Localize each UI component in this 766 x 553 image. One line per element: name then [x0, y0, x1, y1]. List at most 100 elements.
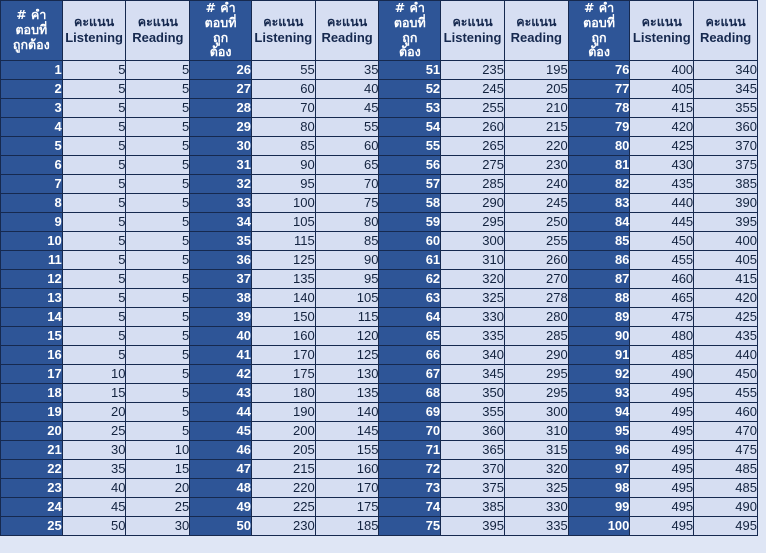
cell-correct-answers: 57 [378, 174, 442, 194]
table-row: 4 5 5 29 80 55 54 260 215 79 420 360 [0, 117, 758, 137]
cell-listening-score: 5 [61, 231, 127, 251]
cell-reading-score: 5 [125, 269, 191, 289]
cell-listening-score: 80 [250, 117, 316, 137]
cell-reading-score: 145 [314, 421, 380, 441]
cell-reading-score: 375 [693, 155, 758, 175]
cell-listening-score: 475 [629, 307, 695, 327]
cell-correct-answers: 44 [189, 402, 252, 422]
cell-reading-score: 245 [503, 193, 569, 213]
cell-correct-answers: 81 [567, 155, 631, 175]
cell-listening-score: 255 [440, 98, 505, 118]
cell-correct-answers: 74 [378, 497, 442, 517]
header-reading-2: คะแนน Reading [314, 0, 380, 61]
cell-reading-score: 160 [314, 459, 380, 479]
cell-reading-score: 425 [693, 307, 758, 327]
cell-reading-score: 345 [693, 79, 758, 99]
cell-correct-answers: 40 [189, 326, 252, 346]
cell-listening-score: 140 [250, 288, 316, 308]
cell-correct-answers: 35 [189, 231, 252, 251]
header-reading-line: Reading [321, 30, 373, 46]
cell-listening-score: 285 [440, 174, 505, 194]
table-row: 2 5 5 27 60 40 52 245 205 77 405 345 [0, 79, 758, 99]
cell-listening-score: 495 [629, 383, 695, 403]
table-row: 21 30 10 46 205 155 71 365 315 96 495 475 [0, 440, 758, 460]
cell-listening-score: 5 [61, 117, 127, 137]
cell-listening-score: 345 [440, 364, 505, 384]
cell-reading-score: 5 [125, 364, 191, 384]
header-correct-answers-line: # คำ [394, 0, 425, 15]
cell-correct-answers: 90 [567, 326, 631, 346]
cell-listening-score: 355 [440, 402, 505, 422]
cell-correct-answers: 96 [567, 440, 631, 460]
header-correct-answers-4: # คำ ตอบที่ ถูก ต้อง [567, 0, 631, 61]
cell-reading-score: 395 [693, 212, 758, 232]
cell-correct-answers: 1 [0, 60, 63, 80]
header-correct-answers-line: ต้อง [398, 44, 421, 60]
cell-reading-score: 355 [693, 98, 758, 118]
cell-reading-score: 220 [503, 136, 569, 156]
table-row: 5 5 5 30 85 60 55 265 220 80 425 370 [0, 136, 758, 156]
cell-correct-answers: 7 [0, 174, 63, 194]
cell-listening-score: 135 [250, 269, 316, 289]
cell-correct-answers: 14 [0, 307, 63, 327]
cell-reading-score: 70 [314, 174, 380, 194]
cell-correct-answers: 45 [189, 421, 252, 441]
cell-reading-score: 370 [693, 136, 758, 156]
cell-correct-answers: 59 [378, 212, 442, 232]
header-reading-line: Reading [699, 30, 752, 46]
cell-listening-score: 170 [250, 345, 316, 365]
cell-reading-score: 5 [125, 174, 191, 194]
cell-listening-score: 495 [629, 440, 695, 460]
cell-correct-answers: 11 [0, 250, 63, 270]
cell-listening-score: 5 [61, 79, 127, 99]
header-reading-line: คะแนน [326, 14, 368, 30]
cell-reading-score: 270 [503, 269, 569, 289]
cell-correct-answers: 10 [0, 231, 63, 251]
header-listening-line: คะแนน [641, 14, 682, 30]
cell-listening-score: 395 [440, 516, 505, 536]
cell-reading-score: 120 [314, 326, 380, 346]
cell-reading-score: 35 [314, 60, 380, 80]
cell-reading-score: 325 [503, 478, 569, 498]
cell-correct-answers: 62 [378, 269, 442, 289]
header-correct-answers-3: # คำ ตอบที่ ถูก ต้อง [378, 0, 442, 61]
cell-reading-score: 240 [503, 174, 569, 194]
cell-reading-score: 315 [503, 440, 569, 460]
cell-correct-answers: 9 [0, 212, 63, 232]
table-row: 8 5 5 33 100 75 58 290 245 83 440 390 [0, 193, 758, 213]
header-reading-line: คะแนน [516, 14, 557, 30]
header-correct-answers-line: ตอบที่ [204, 14, 237, 30]
cell-listening-score: 5 [61, 288, 127, 308]
cell-correct-answers: 91 [567, 345, 631, 365]
cell-listening-score: 5 [61, 136, 127, 156]
header-correct-answers-line: ตอบที่ [393, 14, 426, 30]
header-listening-1: คะแนน Listening [61, 0, 127, 61]
cell-reading-score: 5 [125, 60, 191, 80]
cell-correct-answers: 2 [0, 79, 63, 99]
cell-listening-score: 125 [250, 250, 316, 270]
cell-listening-score: 460 [629, 269, 695, 289]
header-listening-2: คะแนน Listening [250, 0, 316, 61]
cell-correct-answers: 28 [189, 98, 252, 118]
cell-reading-score: 210 [503, 98, 569, 118]
cell-correct-answers: 99 [567, 497, 631, 517]
cell-reading-score: 5 [125, 345, 191, 365]
header-correct-answers-line: ต้อง [588, 44, 610, 60]
cell-listening-score: 365 [440, 440, 505, 460]
cell-listening-score: 5 [61, 345, 127, 365]
table-row: 7 5 5 32 95 70 57 285 240 82 435 385 [0, 174, 758, 194]
cell-correct-answers: 60 [378, 231, 442, 251]
header-correct-answers-line: # คำ [205, 0, 236, 15]
cell-reading-score: 95 [314, 269, 380, 289]
cell-correct-answers: 79 [567, 117, 631, 137]
cell-correct-answers: 16 [0, 345, 63, 365]
cell-listening-score: 45 [61, 497, 127, 517]
cell-listening-score: 295 [440, 212, 505, 232]
cell-reading-score: 280 [503, 307, 569, 327]
table-row: 18 15 5 43 180 135 68 350 295 93 495 455 [0, 383, 758, 403]
cell-listening-score: 200 [250, 421, 316, 441]
cell-correct-answers: 85 [567, 231, 631, 251]
table-row: 23 40 20 48 220 170 73 375 325 98 495 485 [0, 478, 758, 498]
cell-correct-answers: 67 [378, 364, 442, 384]
header-listening-line: คะแนน [263, 14, 304, 30]
